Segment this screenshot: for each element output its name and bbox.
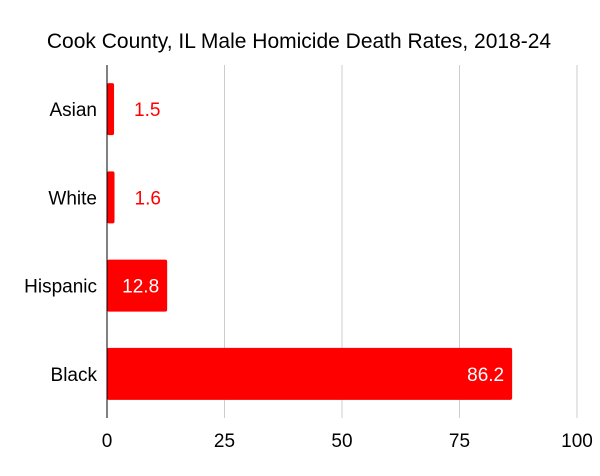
data-label: 1.5 — [134, 100, 160, 121]
bar-asian — [107, 83, 115, 136]
bar-hispanic — [107, 259, 168, 312]
data-label: 12.8 — [122, 277, 159, 298]
category-label: Asian — [49, 100, 97, 121]
x-tick-label: 100 — [561, 431, 593, 452]
bar-black — [107, 347, 513, 400]
category-label: White — [48, 188, 97, 209]
x-tick-label: 75 — [449, 431, 470, 452]
bar-white — [107, 171, 115, 224]
x-axis-ticks: 0 25 50 75 100 — [102, 431, 593, 452]
x-tick-label: 50 — [331, 431, 352, 452]
x-tick-label: 0 — [102, 431, 113, 452]
data-label: 86.2 — [467, 365, 504, 386]
data-label: 1.6 — [135, 188, 161, 209]
bars — [107, 83, 513, 400]
category-labels: Asian White Hispanic Black — [24, 100, 97, 386]
x-tick-label: 25 — [214, 431, 235, 452]
chart-title: Cook County, IL Male Homicide Death Rate… — [47, 30, 552, 53]
category-label: Hispanic — [24, 277, 97, 298]
category-label: Black — [51, 365, 98, 386]
data-labels: 1.5 1.6 12.8 86.2 — [122, 100, 504, 386]
